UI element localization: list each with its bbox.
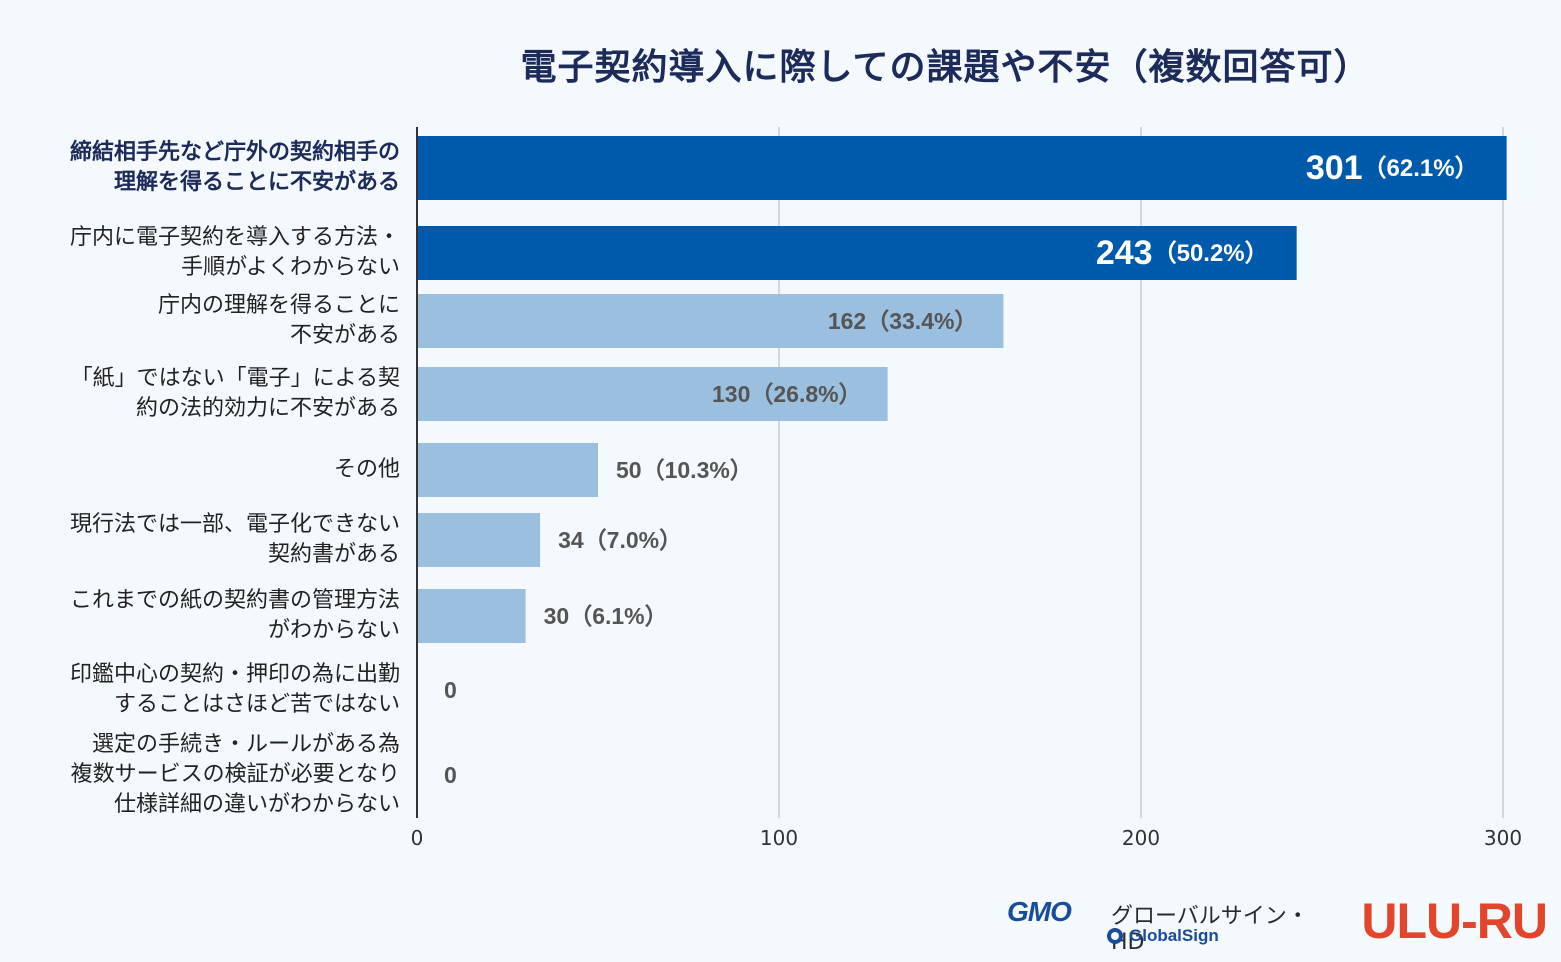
chart-title: 電子契約導入に際しての課題や不安（複数回答可） bbox=[520, 47, 1371, 88]
category-label-line: 仕様詳細の違いがわからない bbox=[113, 792, 400, 817]
bar bbox=[417, 294, 1004, 348]
gmo-globalsign-logo: GMO グローバルサイン・HD GlobalSign bbox=[1007, 890, 1337, 955]
data-label: 0 bbox=[444, 677, 457, 703]
category-label-line: 複数サービスの検証が必要となり bbox=[70, 762, 400, 787]
x-tick-label: 100 bbox=[760, 826, 798, 850]
category-label-line: 庁内に電子契約を導入する方法・ bbox=[69, 225, 400, 250]
category-label-line: 現行法では一部、電子化できない bbox=[69, 512, 400, 537]
category-label-line: 印鑑中心の契約・押印の為に出勤 bbox=[69, 662, 400, 687]
data-label: 0 bbox=[444, 762, 457, 788]
gmo-company-name: グローバルサイン・HD bbox=[1111, 904, 1309, 955]
x-tick-label: 0 bbox=[411, 826, 424, 850]
category-label-line: 理解を得ることに不安がある bbox=[113, 170, 400, 195]
category-label-line: がわからない bbox=[267, 618, 400, 643]
category-label-line: することはさほど苦ではない bbox=[113, 692, 400, 717]
globalsign-icon bbox=[1107, 928, 1123, 944]
x-tick-label: 200 bbox=[1122, 826, 1160, 850]
x-tick-label: 300 bbox=[1484, 826, 1522, 850]
category-label-line: 選定の手続き・ルールがある為 bbox=[91, 732, 400, 757]
bar bbox=[417, 589, 526, 643]
category-label: これまでの紙の契約書の管理方法がわからない bbox=[20, 586, 400, 646]
category-label-line: 手順がよくわからない bbox=[181, 255, 400, 280]
data-label: 301（62.1%） bbox=[1306, 149, 1479, 187]
category-label: 印鑑中心の契約・押印の為に出勤することはさほど苦ではない bbox=[20, 660, 400, 720]
data-label: 162（33.4%） bbox=[828, 308, 978, 334]
category-label-line: 約の法的効力に不安がある bbox=[135, 396, 400, 421]
category-label: 庁内の理解を得ることに不安がある bbox=[20, 291, 400, 351]
bar bbox=[417, 443, 598, 497]
category-label-line: これまでの紙の契約書の管理方法 bbox=[69, 588, 400, 613]
category-label-line: 契約書がある bbox=[267, 542, 400, 567]
data-label: 50（10.3%） bbox=[616, 457, 753, 483]
category-label: 締結相手先など庁外の契約相手の理解を得ることに不安がある bbox=[20, 138, 400, 198]
logo-area: GMO グローバルサイン・HD GlobalSign ULU-RU bbox=[1007, 890, 1548, 955]
category-label-line: その他 bbox=[333, 457, 400, 482]
category-label: 選定の手続き・ルールがある為複数サービスの検証が必要となり仕様詳細の違いがわから… bbox=[20, 730, 400, 820]
bar bbox=[417, 226, 1297, 280]
category-label: 現行法では一部、電子化できない契約書がある bbox=[20, 510, 400, 570]
category-label: 庁内に電子契約を導入する方法・手順がよくわからない bbox=[20, 223, 400, 283]
gmo-logo-mark: GMO bbox=[1007, 896, 1072, 927]
data-label: 243（50.2%） bbox=[1096, 234, 1269, 272]
category-label-line: 庁内の理解を得ることに bbox=[157, 293, 400, 318]
category-label: 「紙」ではない「電子」による契約の法的効力に不安がある bbox=[20, 364, 400, 424]
data-label: 130（26.8%） bbox=[712, 381, 862, 407]
category-label-line: 「紙」ではない「電子」による契 bbox=[70, 366, 400, 391]
bar bbox=[417, 513, 541, 567]
category-label: その他 bbox=[20, 455, 400, 485]
category-label-line: 不安がある bbox=[289, 323, 400, 348]
category-label-line: 締結相手先など庁外の契約相手の bbox=[69, 140, 400, 165]
data-label: 34（7.0%） bbox=[558, 527, 682, 553]
globalsign-text: GlobalSign bbox=[1129, 926, 1219, 945]
data-label: 30（6.1%） bbox=[544, 603, 668, 629]
bar bbox=[417, 367, 888, 421]
uluru-logo: ULU-RU bbox=[1361, 893, 1548, 949]
bar bbox=[417, 136, 1507, 200]
